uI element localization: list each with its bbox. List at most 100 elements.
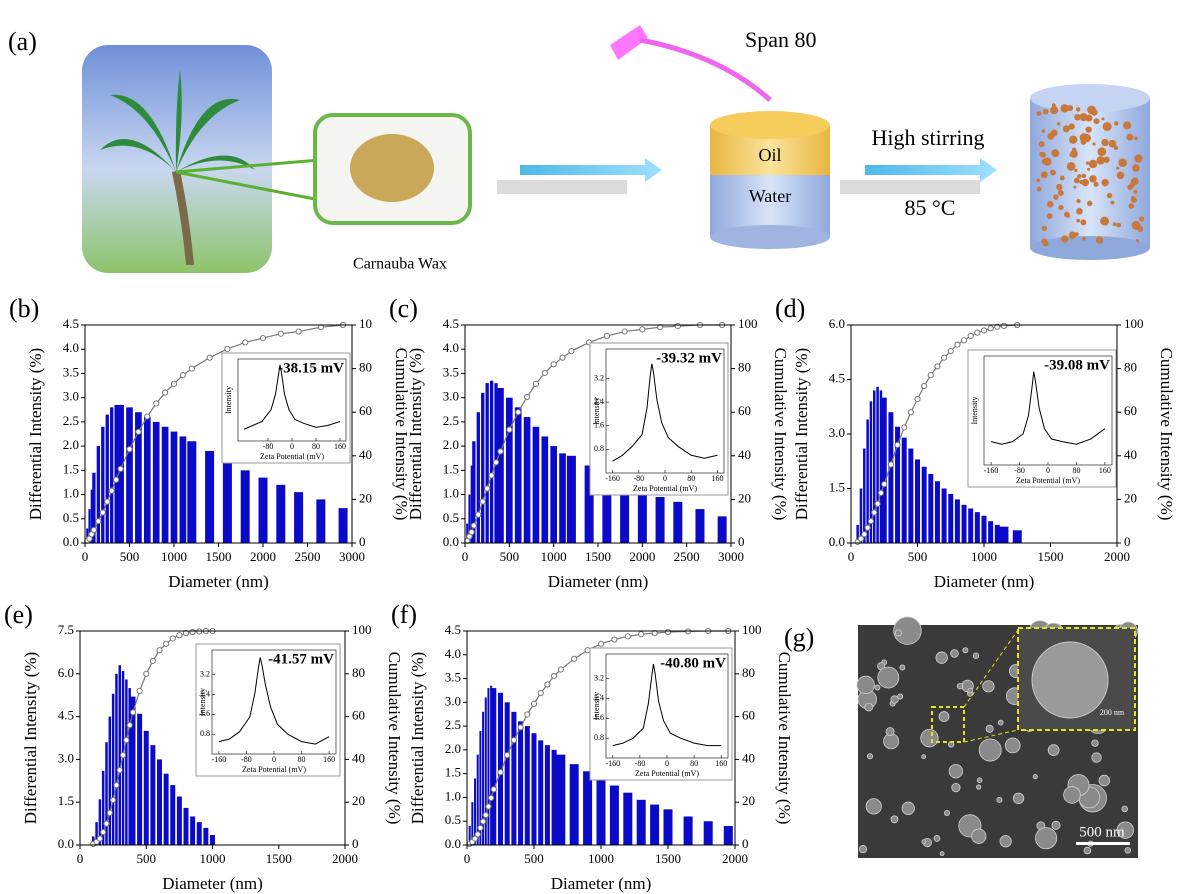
- cumulative-point: [518, 725, 523, 730]
- cumulative-point: [130, 710, 135, 715]
- y2-tick-label: 20: [359, 490, 372, 505]
- bar: [491, 688, 496, 845]
- inset-x-tick-label: 80: [312, 442, 320, 451]
- bar: [556, 755, 565, 845]
- cumulative-point: [872, 510, 877, 515]
- y2-tick-label: 80: [359, 360, 372, 375]
- inset-x-tick-label: -80: [633, 474, 644, 483]
- y-axis-label: Differential Intensity (%): [408, 652, 427, 824]
- bar: [223, 461, 232, 543]
- cumulative-point: [507, 427, 512, 432]
- y2-tick-label: 100: [742, 622, 762, 637]
- bar: [482, 712, 484, 845]
- panel-label: (c): [389, 294, 418, 323]
- cumulative-point: [489, 795, 494, 800]
- cumulative-point: [525, 712, 530, 717]
- bar: [545, 745, 550, 845]
- bar: [511, 712, 516, 845]
- cumulative-point: [164, 641, 169, 646]
- cumulative-point: [478, 825, 483, 830]
- bar: [180, 436, 187, 543]
- x-tick-label: 1500: [1038, 549, 1064, 564]
- cumulative-point: [127, 723, 132, 728]
- cumulative-point: [888, 462, 893, 467]
- y-tick-label: 1.0: [443, 486, 459, 501]
- cylinder-bottom: [1030, 236, 1150, 260]
- cumulative-point: [955, 342, 960, 347]
- inset-y-label: Intensity: [224, 386, 233, 414]
- inset-x-label: Zeta Potential (mV): [242, 765, 306, 774]
- bar: [948, 494, 953, 543]
- cumulative-point: [533, 381, 538, 386]
- bar: [559, 453, 566, 543]
- cumulative-point: [118, 466, 123, 471]
- cylinder-bottom: [710, 225, 830, 249]
- cumulative-point: [100, 510, 105, 515]
- bar: [638, 492, 647, 543]
- cumulative-point: [145, 414, 150, 419]
- zoom-particle: [1032, 642, 1108, 718]
- bar: [164, 774, 169, 845]
- cumulative-point: [170, 636, 175, 641]
- bar: [550, 446, 557, 543]
- y2-tick-label: 0: [352, 836, 359, 851]
- bar: [718, 516, 727, 543]
- bar: [126, 407, 133, 543]
- inset-x-tick-label: 80: [687, 474, 695, 483]
- zeta-annotation: -41.57 mV: [268, 651, 334, 667]
- panel-label: (f): [391, 600, 417, 629]
- bar: [187, 441, 196, 543]
- panel-label: (b): [9, 294, 39, 323]
- bar: [210, 835, 215, 845]
- cumulative-point: [640, 327, 645, 332]
- y-tick-label: 2.5: [443, 413, 459, 428]
- inset-x-tick-label: 0: [272, 755, 276, 764]
- cumulative-point: [489, 473, 494, 478]
- y2-tick-label: 40: [352, 750, 365, 765]
- cumulative-point: [675, 323, 680, 328]
- bar: [975, 512, 980, 543]
- inset-y-tick-label: 0.8: [594, 444, 604, 453]
- cumulative-point: [625, 634, 630, 639]
- inset-x-tick-label: 0: [1046, 466, 1050, 475]
- y2-tick-label: 60: [738, 403, 751, 418]
- inset-y-label: Intensity: [198, 688, 207, 716]
- cumulative-point: [296, 329, 301, 334]
- x-tick-label: 1500: [655, 851, 681, 866]
- panel-label: (d): [775, 294, 805, 323]
- cumulative-point: [975, 330, 980, 335]
- x-tick-label: 2500: [295, 549, 321, 564]
- cumulative-point: [124, 738, 129, 743]
- inset-x-tick-label: 160: [334, 442, 346, 451]
- bar: [259, 478, 268, 543]
- x-tick-label: 0: [848, 549, 855, 564]
- x-tick-label: 1500: [266, 851, 292, 866]
- y-tick-label: 7.5: [58, 622, 74, 637]
- shadow: [497, 180, 627, 194]
- x-tick-label: 1500: [206, 549, 232, 564]
- inset-x-tick-label: -80: [263, 442, 274, 451]
- bar: [505, 702, 510, 845]
- y-tick-label: 4.5: [445, 622, 461, 637]
- stirring-label: High stirring: [871, 125, 984, 150]
- inset-x-label: Zeta Potential (mV): [260, 452, 324, 461]
- arrow: [520, 158, 662, 182]
- y2-tick-label: 60: [742, 708, 755, 723]
- cumulative-point: [127, 447, 132, 452]
- y2-tick-label: 60: [352, 708, 365, 723]
- cumulative-point: [144, 671, 149, 676]
- inset-scale: 200 nm: [1100, 708, 1125, 717]
- bar: [866, 419, 868, 543]
- y-axis-label: Differential Intensity (%): [406, 348, 425, 520]
- bar: [197, 822, 202, 845]
- y2-tick-label: 40: [738, 447, 751, 462]
- bar: [637, 800, 646, 845]
- bar: [487, 688, 489, 845]
- x-tick-label: 1000: [200, 851, 226, 866]
- cumulative-point: [117, 768, 122, 773]
- cumulative-point: [480, 499, 485, 504]
- cumulative-point: [560, 355, 565, 360]
- inset-x-tick-label: -80: [635, 759, 646, 768]
- temperature-label: 85 °C: [905, 195, 956, 220]
- cumulative-point: [572, 656, 577, 661]
